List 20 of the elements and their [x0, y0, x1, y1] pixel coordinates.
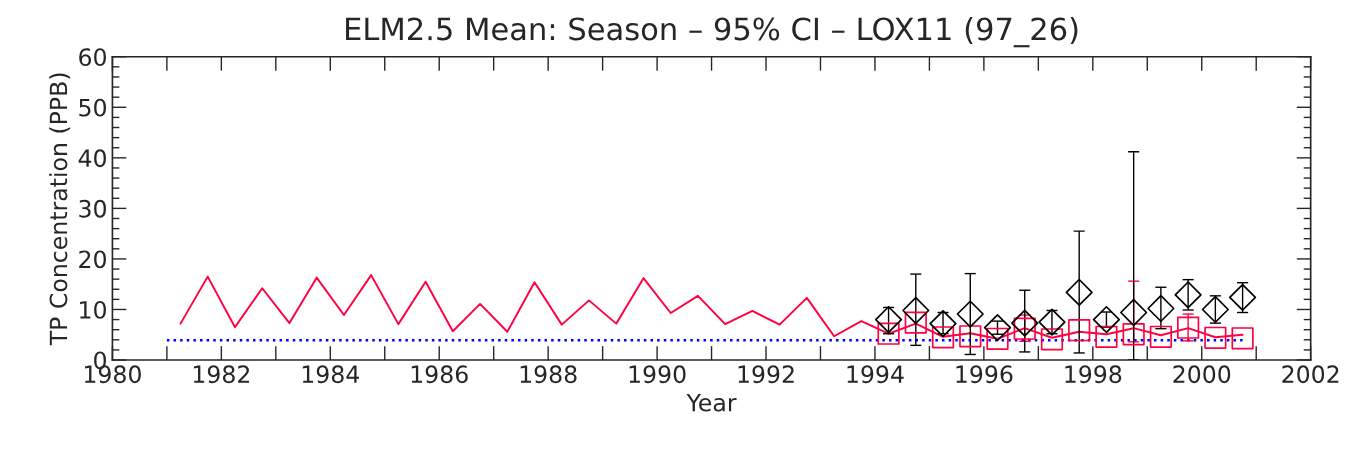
x-tick-label: 1988 [520, 365, 577, 384]
x-tick-label: 1996 [956, 365, 1013, 384]
x-axis-title: Year [686, 394, 737, 412]
x-tick-label: 1990 [629, 365, 686, 384]
x-tick-label: 1986 [411, 365, 468, 384]
y-tick-label: 50 [79, 98, 106, 117]
y-tick-label: 40 [78, 149, 106, 168]
y-tick-label: 10 [80, 300, 106, 319]
y-tick-label: 20 [79, 250, 106, 269]
y-axis-title: TP Concentration (PPB) [49, 73, 71, 346]
x-tick-label: 1982 [193, 365, 250, 384]
x-tick-label: 1984 [302, 365, 360, 384]
x-tick-label: 1992 [738, 365, 794, 384]
x-tick-label: 2002 [1282, 365, 1339, 384]
chart-title: ELM2.5 Mean: Season – 95% CI – LOX11 (97_26) [346, 16, 1078, 48]
x-tick-label: 1998 [1065, 365, 1122, 384]
x-tick-label: 1994 [847, 365, 904, 384]
y-tick-label: 60 [79, 48, 106, 67]
y-tick-label: 30 [79, 199, 106, 218]
x-tick-label: 2000 [1173, 365, 1231, 384]
